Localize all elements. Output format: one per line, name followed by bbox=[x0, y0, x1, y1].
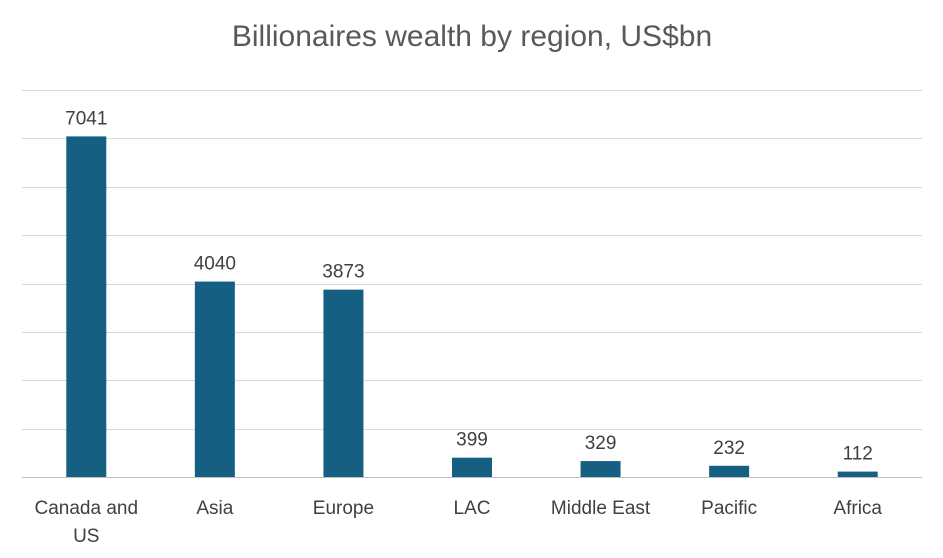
bar-value-label: 232 bbox=[713, 438, 745, 459]
x-tick-label: Europe bbox=[313, 498, 374, 519]
x-tick-label: Asia bbox=[196, 498, 233, 519]
bar-value-label: 3873 bbox=[322, 262, 364, 283]
x-tick-label: Canada and bbox=[35, 498, 139, 519]
bars bbox=[66, 136, 878, 477]
bar bbox=[837, 471, 878, 477]
bar bbox=[323, 289, 364, 477]
value-labels: 7041 4040 3873 399 329 232 112 bbox=[65, 108, 873, 464]
bar bbox=[580, 461, 621, 477]
bar bbox=[709, 465, 750, 477]
gridlines bbox=[22, 90, 922, 478]
bar bbox=[194, 281, 235, 477]
chart-title: Billionaires wealth by region, US$bn bbox=[232, 20, 712, 53]
x-tick-label: Pacific bbox=[701, 498, 757, 519]
bar bbox=[66, 136, 107, 477]
x-tick-label: Middle East bbox=[551, 498, 651, 519]
bar bbox=[452, 457, 492, 477]
bar-value-label: 7041 bbox=[65, 108, 107, 129]
x-tick-label: US bbox=[73, 526, 99, 547]
bar-value-label: 112 bbox=[843, 444, 873, 465]
x-tick-label: LAC bbox=[454, 498, 491, 519]
category-labels: Canada and US Asia Europe LAC Middle East Paci… bbox=[35, 498, 883, 547]
bar-value-label: 329 bbox=[585, 433, 617, 454]
x-tick-label: Africa bbox=[833, 498, 882, 519]
bar-value-label: 4040 bbox=[194, 254, 236, 275]
bar-value-label: 399 bbox=[456, 430, 488, 451]
